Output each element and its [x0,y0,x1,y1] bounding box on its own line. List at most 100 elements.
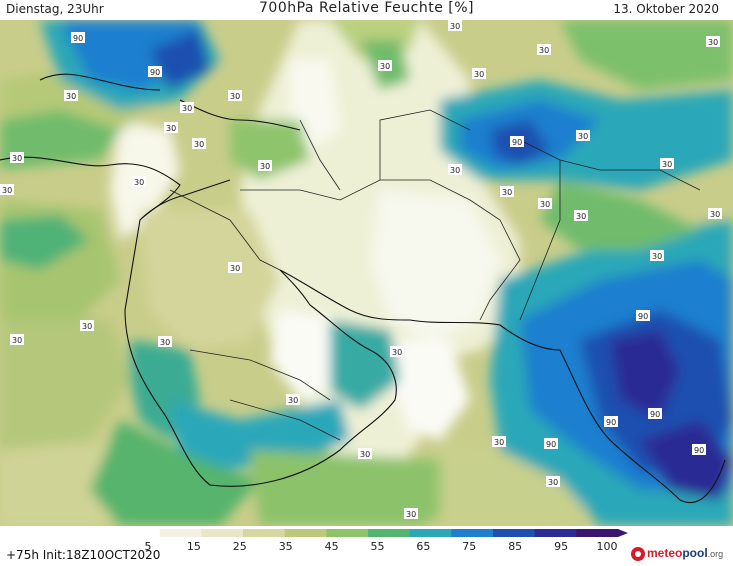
contour-label: 90 [604,416,618,427]
contour-labels: 90 30 30 90 30 30 30 30 30 30 30 30 30 3… [0,20,722,519]
svg-text:30: 30 [578,132,588,141]
svg-text:30: 30 [450,22,460,31]
svg-text:90: 90 [73,34,83,43]
humidity-map: 90 30 30 90 30 30 30 30 30 30 30 30 30 3… [0,20,733,526]
svg-text:90: 90 [694,446,704,455]
colorbar-swatch [493,529,536,537]
svg-text:30: 30 [708,38,718,47]
svg-text:30: 30 [392,348,402,357]
svg-text:90: 90 [546,440,556,449]
meteopool-logo-icon [631,547,645,561]
svg-text:30: 30 [502,188,512,197]
colorbar-tick-label: 100 [597,540,618,552]
colorbar-tick-label: 95 [554,540,568,552]
colorbar-extend-arrow [618,529,628,537]
contour-label: 30 [80,320,94,331]
svg-text:30: 30 [540,200,550,209]
contour-label: 90 [148,66,162,77]
colorbar-tick-label: 65 [416,540,430,552]
contour-label: 30 [546,476,560,487]
contour-label: 90 [648,408,662,419]
map-header: Dienstag, 23Uhr 700hPa Relative Feuchte … [0,0,733,20]
colorbar-swatch [534,529,577,537]
contour-label: 30 [538,198,552,209]
contour-label: 90 [510,136,524,147]
contour-label: 90 [544,438,558,449]
svg-text:30: 30 [194,140,204,149]
svg-text:30: 30 [230,264,240,273]
colorbar-swatch [243,529,286,537]
svg-text:30: 30 [494,438,504,447]
svg-text:30: 30 [166,124,176,133]
colorbar-swatch [118,529,161,537]
contour-label: 30 [378,60,392,71]
svg-text:30: 30 [2,186,12,195]
contour-label: 30 [574,210,588,221]
colorbar-tick-label: 25 [233,540,247,552]
map-footer: 5 15 25 35 45 55 65 75 85 95 100 +75h Init:18Z10OC… [0,526,733,566]
contour-label: 30 [358,448,372,459]
country-borders [169,109,701,441]
contour-label: 30 [448,20,462,31]
contour-label: 30 [576,130,590,141]
colorbar-swatch [451,529,494,537]
contour-label: 30 [258,160,272,171]
contour-label: 90 [692,444,706,455]
colorbar-tick-label: 15 [187,540,201,552]
contour-label: 30 [390,346,404,357]
svg-text:30: 30 [230,92,240,101]
svg-text:30: 30 [288,396,298,405]
coastlines [0,73,726,503]
svg-text:30: 30 [380,62,390,71]
contour-label: 30 [448,164,462,175]
contour-label: 30 [404,508,418,519]
contour-label: 30 [472,68,486,79]
colorbar-tick-label: 75 [462,540,476,552]
forecast-time: Dienstag, 23Uhr [6,2,104,16]
contour-label: 30 [228,262,242,273]
svg-text:30: 30 [548,478,558,487]
colorbar-swatch [368,529,411,537]
map-title: 700hPa Relative Feuchte [%] [259,0,474,16]
colorbar-swatch [284,529,327,537]
brand-logo[interactable]: meteopool.org [647,546,724,560]
contour-label: 30 [0,184,14,195]
svg-text:30: 30 [182,104,192,113]
contour-label: 30 [650,250,664,261]
svg-text:30: 30 [474,70,484,79]
colorbar-swatch [576,529,619,537]
contour-label: 30 [708,208,722,219]
colorbar-tick-label: 85 [508,540,522,552]
svg-text:30: 30 [576,212,586,221]
svg-text:90: 90 [650,410,660,419]
contour-label: 30 [192,138,206,149]
svg-text:30: 30 [662,160,672,169]
colorbar-tick-label: 45 [325,540,339,552]
contour-label: 30 [164,122,178,133]
contour-label: 30 [10,152,24,163]
svg-text:30: 30 [360,450,370,459]
contour-label: 30 [180,102,194,113]
init-time: +75h Init:18Z10OCT2020 [6,548,161,562]
svg-text:90: 90 [606,418,616,427]
colorbar-swatch [326,529,369,537]
forecast-date: 13. Oktober 2020 [613,2,719,16]
svg-text:30: 30 [652,252,662,261]
contour-label: 30 [286,394,300,405]
contour-label: 30 [500,186,514,197]
contour-label: 30 [64,90,78,101]
svg-text:90: 90 [638,312,648,321]
contour-label: 30 [228,90,242,101]
contour-label: 30 [132,176,146,187]
svg-text:90: 90 [150,68,160,77]
colorbar-tick-label: 5 [145,540,152,552]
svg-text:30: 30 [82,322,92,331]
contour-label: 90 [71,32,85,43]
svg-text:30: 30 [66,92,76,101]
colorbar-swatch [159,529,202,537]
colorbar-swatch [409,529,452,537]
svg-text:30: 30 [12,154,22,163]
contour-label: 90 [636,310,650,321]
colorbar-tick-label: 35 [279,540,293,552]
svg-text:30: 30 [134,178,144,187]
